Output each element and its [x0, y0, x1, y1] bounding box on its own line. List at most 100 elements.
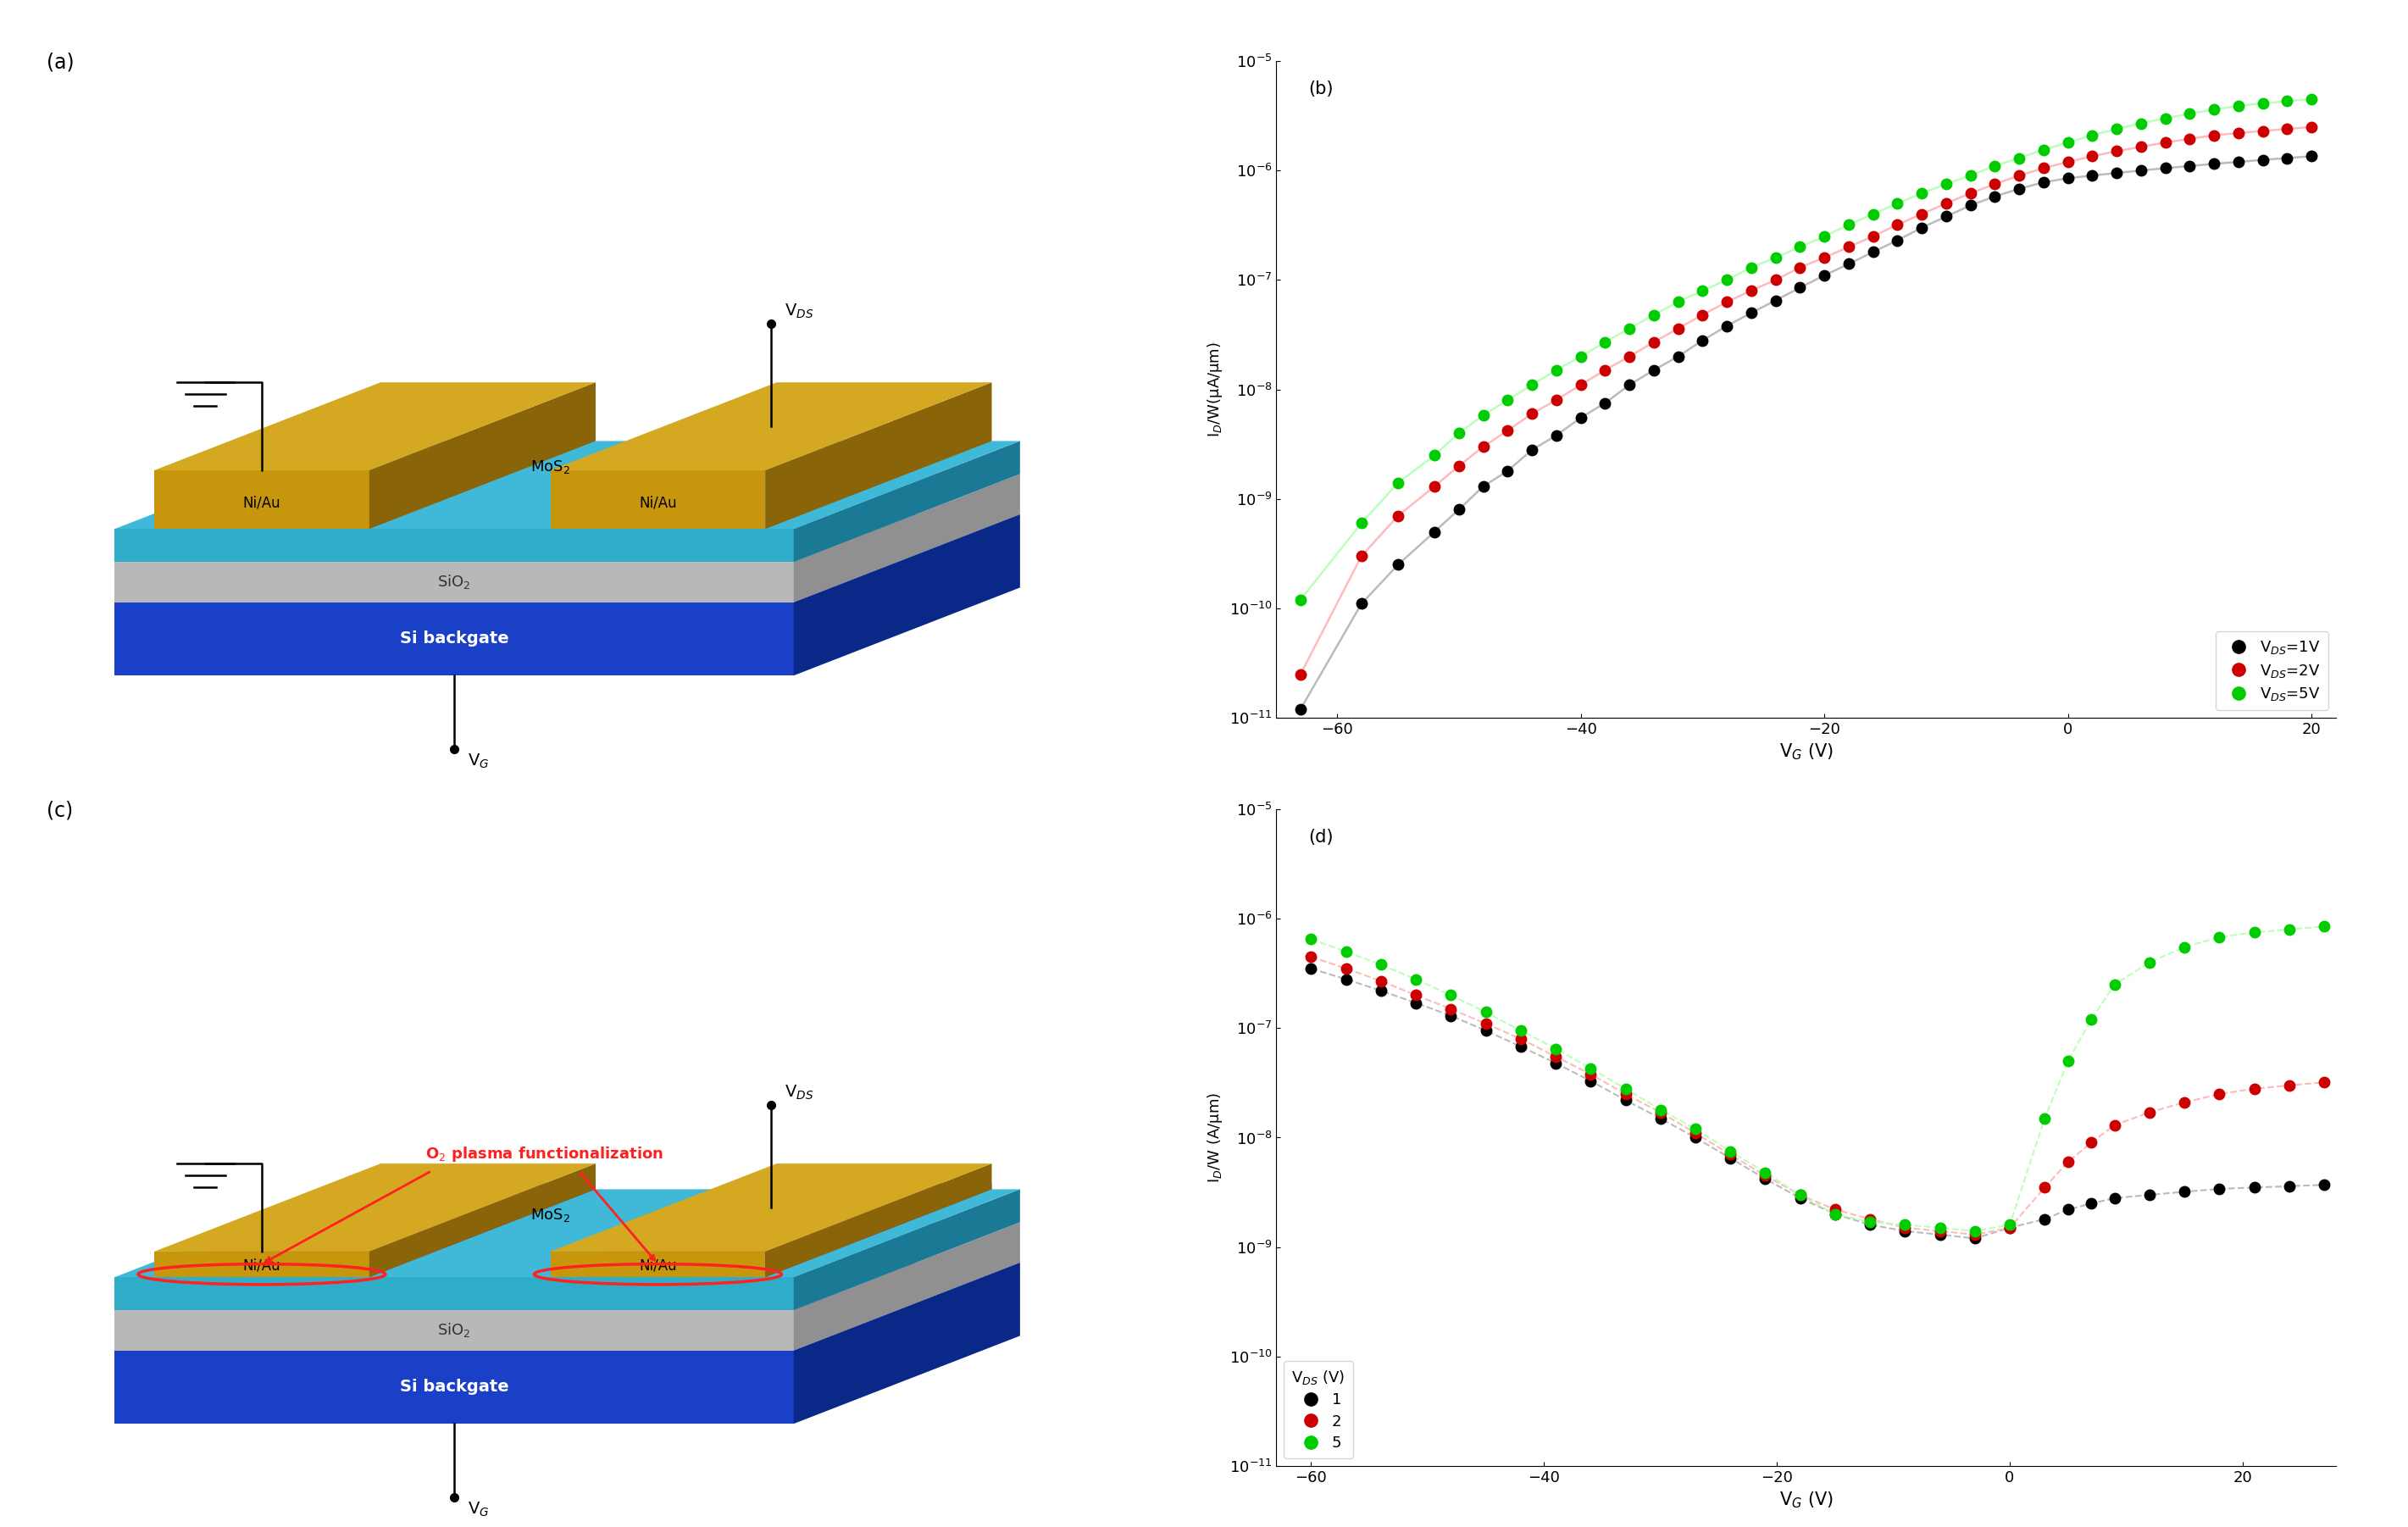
V$_{DS}$=1V: [2054, 169, 2083, 188]
2: [1611, 1084, 1640, 1102]
V$_{DS}$=1V: [1445, 501, 1474, 519]
Polygon shape: [116, 1350, 795, 1423]
V$_{DS}$=5V: [1712, 270, 1741, 289]
Polygon shape: [766, 1183, 992, 1277]
Polygon shape: [116, 1310, 795, 1350]
2: [1681, 1124, 1710, 1142]
Polygon shape: [795, 473, 1021, 602]
1: [2276, 1177, 2304, 1196]
V$_{DS}$=2V: [2297, 118, 2326, 136]
V$_{DS}$=5V: [1541, 360, 1570, 379]
2: [1926, 1222, 1955, 1240]
Text: V$_{DS}$: V$_{DS}$: [785, 302, 814, 321]
V$_{DS}$=5V: [1784, 238, 1813, 257]
2: [2170, 1093, 2199, 1112]
Text: (c): (c): [46, 800, 72, 822]
V$_{DS}$=2V: [1811, 249, 1840, 267]
5: [1820, 1205, 1849, 1223]
V$_{DS}$=1V: [1712, 316, 1741, 334]
V$_{DS}$=2V: [1760, 270, 1789, 289]
V$_{DS}$=2V: [2006, 166, 2035, 185]
5: [2136, 953, 2165, 971]
Polygon shape: [154, 1272, 368, 1277]
V$_{DS}$=2V: [2273, 119, 2302, 137]
Polygon shape: [551, 1252, 766, 1277]
2: [1857, 1209, 1885, 1228]
1: [2309, 1176, 2338, 1194]
V$_{DS}$=5V: [2249, 95, 2278, 113]
V$_{DS}$=2V: [1616, 347, 1645, 365]
V$_{DS}$=1V: [1955, 197, 1984, 215]
5: [1438, 986, 1466, 1005]
V$_{DS}$=1V: [1736, 304, 1765, 322]
Polygon shape: [766, 382, 992, 528]
Polygon shape: [154, 1252, 368, 1277]
V$_{DS}$=5V: [1517, 376, 1546, 394]
1: [1681, 1128, 1710, 1147]
1: [2136, 1185, 2165, 1203]
2: [1401, 986, 1430, 1005]
Text: SiO$_2$: SiO$_2$: [438, 1321, 472, 1339]
2: [1996, 1219, 2025, 1237]
5: [1890, 1215, 1919, 1234]
V$_{DS}$=1V: [1616, 376, 1645, 394]
Y-axis label: I$_D$/W (A/μm): I$_D$/W (A/μm): [1206, 1092, 1223, 1183]
2: [2309, 1073, 2338, 1092]
V$_{DS}$=1V: [2273, 150, 2302, 168]
Polygon shape: [116, 528, 795, 562]
5: [1717, 1142, 1746, 1161]
V$_{DS}$=5V: [1385, 473, 1413, 492]
V$_{DS}$=1V: [2150, 159, 2179, 177]
2: [2276, 1077, 2304, 1095]
V$_{DS}$=1V: [2078, 166, 2107, 185]
Line: 5: 5: [1305, 921, 2329, 1237]
V$_{DS}$=5V: [1640, 305, 1669, 324]
V$_{DS}$=1V: [1760, 292, 1789, 310]
V$_{DS}$=2V: [1859, 228, 1888, 246]
Line: V$_{DS}$=1V: V$_{DS}$=1V: [1296, 151, 2316, 715]
2: [1787, 1185, 1816, 1203]
2: [1751, 1167, 1780, 1185]
2: [1890, 1219, 1919, 1237]
Text: SiO$_2$: SiO$_2$: [438, 573, 472, 591]
V$_{DS}$=1V: [2225, 153, 2254, 171]
V$_{DS}$=1V: [2249, 151, 2278, 169]
Polygon shape: [154, 470, 368, 528]
X-axis label: V$_G$ (V): V$_G$ (V): [1780, 742, 1832, 762]
V$_{DS}$=1V: [1664, 347, 1693, 365]
V$_{DS}$=5V: [2030, 140, 2059, 159]
Text: V$_G$: V$_G$: [467, 1501, 489, 1519]
V$_{DS}$=2V: [2150, 133, 2179, 151]
1: [1717, 1148, 1746, 1167]
V$_{DS}$=2V: [1688, 305, 1717, 324]
V$_{DS}$=1V: [1493, 461, 1522, 479]
Polygon shape: [795, 515, 1021, 675]
2: [1438, 1000, 1466, 1019]
1: [1541, 1054, 1570, 1072]
Polygon shape: [795, 1263, 1021, 1423]
V$_{DS}$=5V: [2199, 101, 2227, 119]
V$_{DS}$=2V: [1712, 293, 1741, 312]
Text: (b): (b): [1308, 81, 1334, 98]
V$_{DS}$=1V: [1907, 218, 1936, 237]
Polygon shape: [116, 1222, 1021, 1310]
1: [2030, 1209, 2059, 1228]
V$_{DS}$=2V: [1955, 185, 1984, 203]
Polygon shape: [116, 515, 1021, 602]
2: [2100, 1116, 2129, 1135]
Legend: V$_{DS}$=1V, V$_{DS}$=2V, V$_{DS}$=5V: V$_{DS}$=1V, V$_{DS}$=2V, V$_{DS}$=5V: [2215, 632, 2329, 710]
5: [2309, 918, 2338, 936]
V$_{DS}$=1V: [1859, 243, 1888, 261]
V$_{DS}$=2V: [2078, 147, 2107, 165]
1: [1820, 1205, 1849, 1223]
1: [1787, 1190, 1816, 1208]
Y-axis label: I$_D$/W(μA/μm): I$_D$/W(μA/μm): [1206, 342, 1223, 437]
1: [1996, 1219, 2025, 1237]
V$_{DS}$=2V: [1565, 376, 1594, 394]
V$_{DS}$=5V: [1859, 205, 1888, 223]
5: [1541, 1040, 1570, 1058]
2: [2054, 1153, 2083, 1171]
Polygon shape: [116, 441, 1021, 528]
V$_{DS}$=2V: [1469, 437, 1498, 455]
V$_{DS}$=5V: [1616, 319, 1645, 337]
